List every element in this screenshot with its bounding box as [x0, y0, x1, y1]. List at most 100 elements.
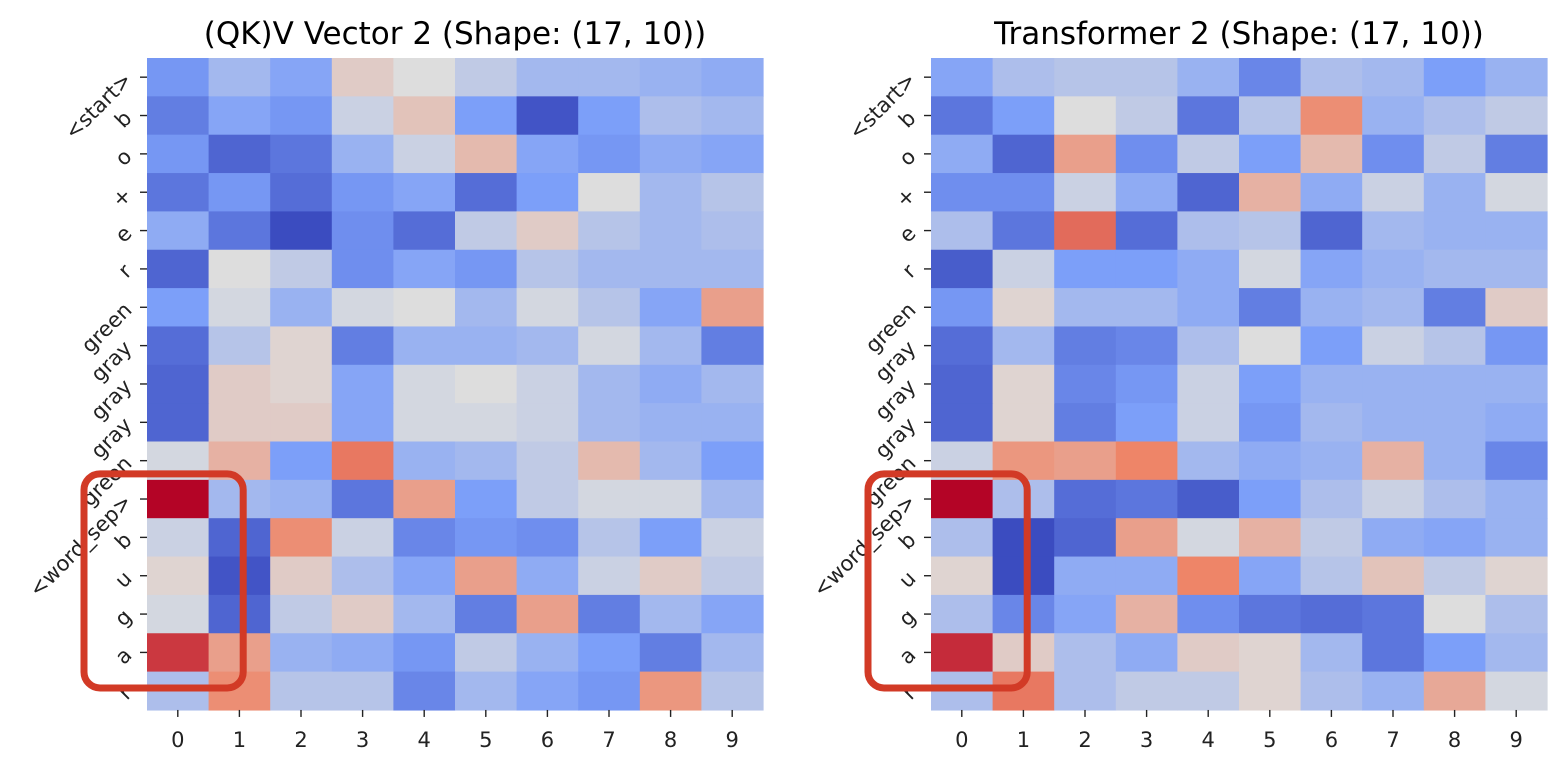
x-tick-label: 8: [1448, 728, 1461, 752]
heatmap-cell: [1054, 134, 1117, 174]
heatmap-cell: [331, 518, 394, 558]
heatmap-cell: [331, 249, 394, 289]
heatmap-cell: [1054, 671, 1117, 711]
x-tick-label: 5: [479, 728, 492, 752]
heatmap-cell: [1177, 134, 1240, 174]
heatmap-cell: [1239, 633, 1302, 673]
heatmap-cell: [455, 96, 518, 136]
heatmap-cell: [931, 633, 994, 673]
heatmap-cell: [1423, 441, 1486, 481]
heatmap-cell: [1423, 556, 1486, 596]
heatmap-cell: [455, 134, 518, 174]
heatmap-cell: [1362, 249, 1425, 289]
heatmap-cell: [1177, 211, 1240, 251]
heatmap-cell: [1300, 441, 1363, 481]
heatmap-cell: [1115, 479, 1178, 519]
heatmap-cell: [578, 249, 641, 289]
heatmap-cell: [1177, 173, 1240, 212]
y-tick-label: e: [110, 221, 136, 247]
heatmap-cell: [639, 671, 702, 711]
heatmap-cell: [701, 173, 764, 212]
heatmap-cell: [701, 134, 764, 174]
heatmap-cell: [1239, 518, 1302, 558]
heatmap-cell: [701, 58, 764, 97]
y-tick-label: o: [110, 144, 136, 170]
heatmap-cell: [393, 249, 456, 289]
heatmap-cell: [1300, 633, 1363, 673]
heatmap-cell: [331, 173, 394, 212]
heatmap-cell: [393, 441, 456, 481]
heatmap-cell: [208, 326, 271, 366]
heatmap-cell: [1300, 211, 1363, 251]
heatmap-cell: [1177, 249, 1240, 289]
heatmap-cell: [701, 364, 764, 404]
heatmap-cell: [393, 173, 456, 212]
heatmap-cell: [1485, 479, 1548, 519]
heatmap-cell: [992, 364, 1055, 404]
y-tick-label: r: [897, 259, 920, 282]
heatmap-cell: [516, 288, 579, 328]
heatmap-cell: [1485, 134, 1548, 174]
heatmap-cell: [1054, 594, 1117, 634]
heatmap-cell: [393, 633, 456, 673]
heatmap-cell: [1362, 671, 1425, 711]
x-tick-label: 6: [541, 728, 554, 752]
x-tick-label: 1: [233, 728, 246, 752]
heatmap-cell: [1423, 364, 1486, 404]
y-tick-label: g: [110, 605, 136, 631]
heatmap-cell: [1115, 403, 1178, 443]
heatmap-cell: [208, 134, 271, 174]
heatmap-cell: [1300, 58, 1363, 97]
heatmap-cell: [931, 58, 994, 97]
x-tick-label: 1: [1017, 728, 1030, 752]
heatmap-cell: [455, 594, 518, 634]
heatmap-cell: [270, 211, 333, 251]
heatmap-cell: [147, 403, 210, 443]
y-tick-label: b: [110, 528, 136, 554]
y-tick-label: <start>: [60, 68, 136, 144]
heatmap-cell: [578, 556, 641, 596]
heatmap-cell: [992, 249, 1055, 289]
heatmap-cell: [270, 96, 333, 136]
heatmap-cell: [147, 364, 210, 404]
heatmap-cell: [1485, 671, 1548, 711]
heatmap-cell: [1300, 403, 1363, 443]
heatmap-cell: [1362, 96, 1425, 136]
heatmap-cell: [1239, 594, 1302, 634]
heatmap-cell: [1239, 403, 1302, 443]
heatmap-cell: [931, 211, 994, 251]
heatmap-cell: [1177, 594, 1240, 634]
heatmap-cell: [1300, 671, 1363, 711]
x-tick-label: 8: [664, 728, 677, 752]
heatmap-cell: [147, 211, 210, 251]
x-tick-label: 9: [726, 728, 739, 752]
heatmap-cell: [639, 518, 702, 558]
heatmap-cell: [1423, 288, 1486, 328]
heatmap-cell: [270, 326, 333, 366]
x-tick-label: 0: [955, 728, 968, 752]
heatmap-cell: [455, 364, 518, 404]
heatmap-cell: [931, 326, 994, 366]
y-tick-label: g: [894, 605, 920, 631]
y-tick-label: gray: [86, 413, 136, 463]
heatmap-cell: [639, 364, 702, 404]
heatmap-cell: [639, 96, 702, 136]
heatmap-cell: [1300, 364, 1363, 404]
y-tick-label: a: [894, 643, 920, 669]
heatmap-cell: [147, 479, 210, 519]
heatmap-cell: [393, 134, 456, 174]
heatmap-cell: [701, 441, 764, 481]
heatmap-cell: [455, 403, 518, 443]
heatmap-cell: [1115, 96, 1178, 136]
heatmap-cell: [516, 173, 579, 212]
heatmap-cell: [992, 96, 1055, 136]
heatmap-cell: [1485, 211, 1548, 251]
heatmap-cell: [1054, 364, 1117, 404]
heatmap-cell: [578, 326, 641, 366]
heatmap-cell: [578, 671, 641, 711]
heatmap-cell: [1300, 173, 1363, 212]
heatmap-cell: [270, 671, 333, 711]
heatmap-cell: [701, 211, 764, 251]
heatmap-cell: [1239, 96, 1302, 136]
heatmap-cell: [270, 249, 333, 289]
